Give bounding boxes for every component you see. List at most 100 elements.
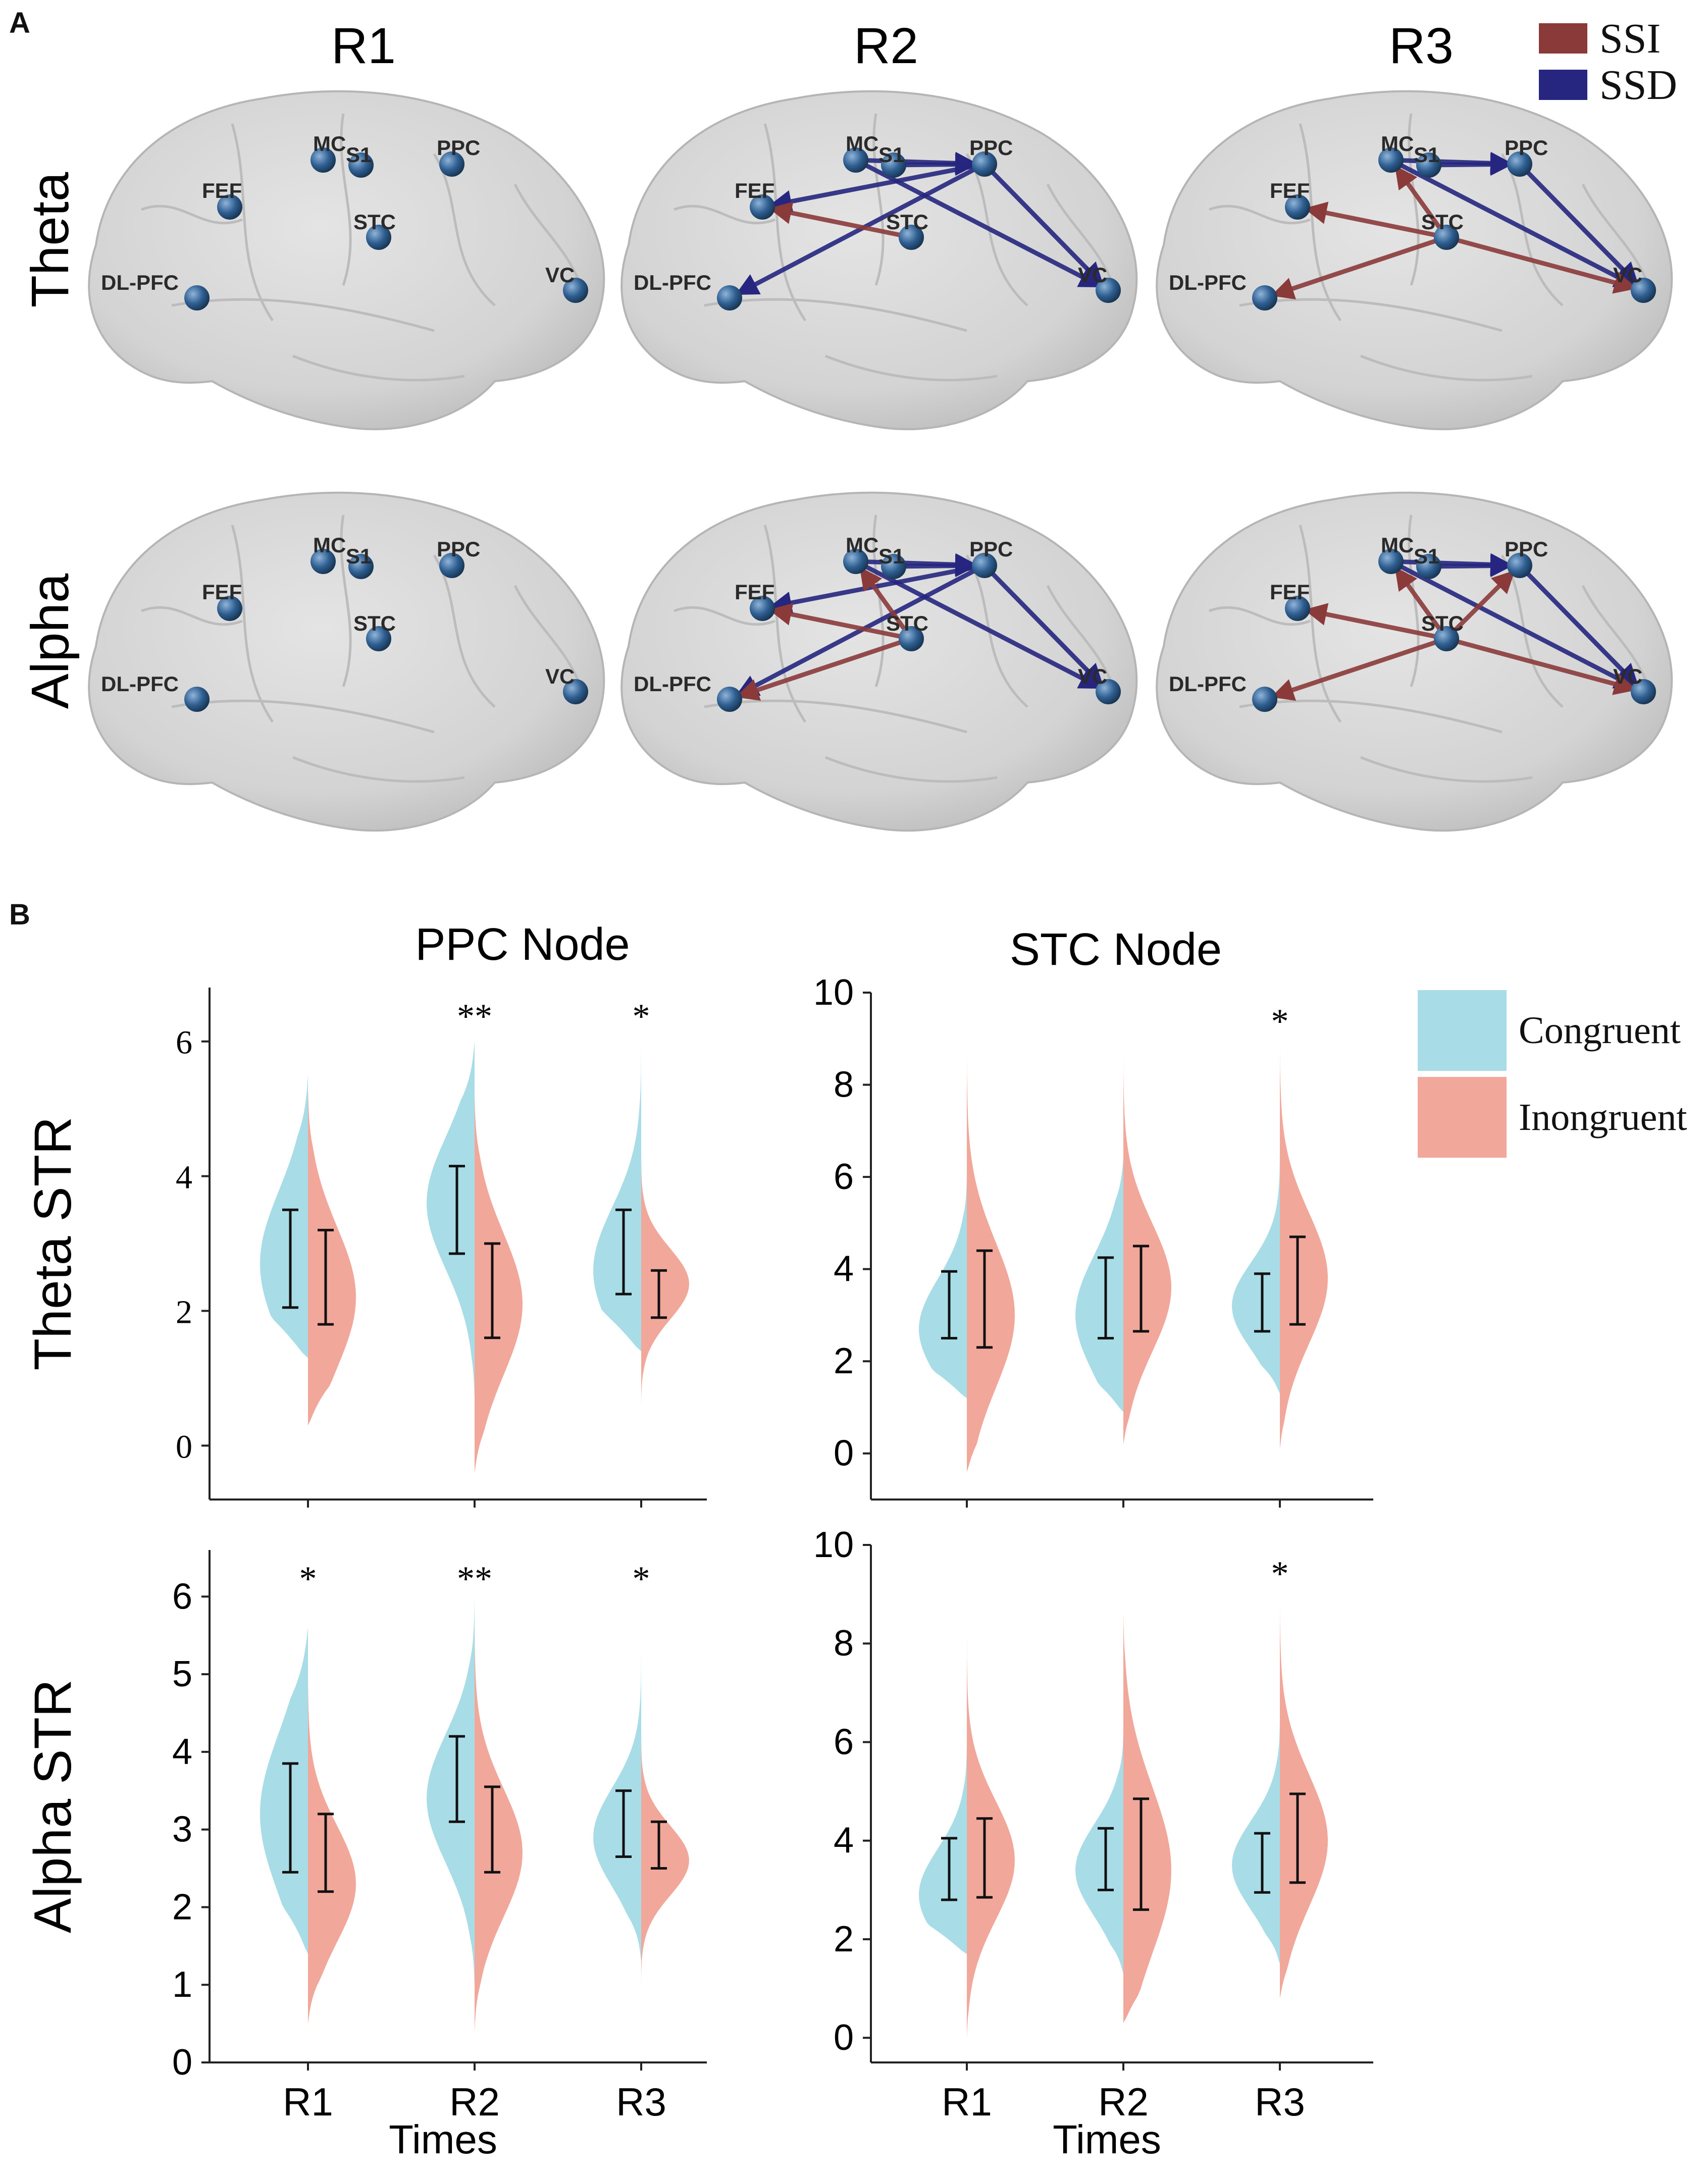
violin-congruent-r1 <box>919 1177 967 1399</box>
node-s1 <box>881 554 906 579</box>
legend-item-ssd: SSD <box>1539 62 1677 109</box>
errorbar-congruent-r2 <box>1098 1256 1114 1340</box>
y-axis-label: Theta STR <box>24 1117 82 1371</box>
node-label-dl-pfc: DL-PFC <box>101 672 179 696</box>
y-tick-label: 5 <box>172 1654 192 1694</box>
significance-marker-r3: * <box>633 1560 650 1598</box>
brain-alpha-r3: MC S1 PPC FEF STC VC DL-PFC <box>1156 491 1673 832</box>
column-title-r2: R2 <box>854 18 918 74</box>
y-tick-label: 4 <box>834 1249 854 1289</box>
node-dl-pfc <box>1252 285 1277 311</box>
y-tick-label: 2 <box>834 1341 854 1381</box>
row-label-theta: Theta <box>21 172 80 307</box>
edge-ssd-mc-vc <box>862 162 1103 288</box>
errorbar-incongruent-r2 <box>1133 1245 1149 1333</box>
node-label-fef: FEF <box>202 179 242 202</box>
brain-sulcus <box>1360 756 1533 783</box>
node-mc <box>310 147 336 173</box>
node-label-s1: S1 <box>1414 143 1439 167</box>
node-ppc <box>1507 151 1532 177</box>
y-tick-label: 10 <box>813 1525 854 1565</box>
errorbar-incongruent-r2 <box>484 1242 500 1339</box>
brain-sulcus <box>1299 123 1342 322</box>
node-label-s1: S1 <box>346 544 372 568</box>
edge-ssi-stc-fef <box>1304 201 1438 238</box>
brain-theta-r3: MC S1 PPC FEF STC VC DL-PFC <box>1156 90 1673 431</box>
node-ppc <box>1507 553 1532 578</box>
node-fef <box>1285 194 1310 220</box>
node-mc <box>843 549 868 574</box>
edge-ssd-mc-vc <box>1398 162 1638 288</box>
brain-sulcus <box>292 756 465 783</box>
errorbar-congruent-r2 <box>1098 1827 1114 1891</box>
y-tick-label: 3 <box>172 1810 192 1850</box>
node-label-vc: VC <box>545 664 575 688</box>
node-dl-pfc <box>184 285 210 311</box>
brain-outline <box>88 491 605 832</box>
x-tick-label-r2: R2 <box>1098 2080 1149 2124</box>
brain-outline <box>88 90 605 431</box>
node-dl-pfc <box>184 687 210 712</box>
node-ppc <box>439 553 464 578</box>
node-label-stc: STC <box>886 210 928 234</box>
y-tick-label: 4 <box>176 1159 192 1196</box>
brain-theta-r2: MC S1 PPC FEF STC VC DL-PFC <box>620 90 1138 431</box>
edge-ssd-ppc-fef <box>768 163 976 213</box>
node-label-ppc: PPC <box>969 537 1013 561</box>
node-label-mc: MC <box>846 132 878 156</box>
violin-incongruent-r3 <box>1280 1048 1328 1449</box>
node-mc <box>310 549 336 574</box>
node-mc <box>1378 147 1404 173</box>
errorbar-incongruent-r3 <box>651 1269 667 1319</box>
chart-stc-alpha: 0 2 4 6 8 10 R1 R2 R3 Times * <box>813 1525 1373 2162</box>
violin-incongruent-r2 <box>1123 1057 1171 1444</box>
brain-sulcus <box>872 514 885 687</box>
edge-ssd-s1-ppc <box>1437 153 1514 176</box>
brain-outline <box>1156 90 1673 431</box>
errorbar-congruent-r3 <box>615 1208 632 1296</box>
node-fef <box>217 596 242 621</box>
errorbar-incongruent-r3 <box>1289 1235 1306 1326</box>
node-fef <box>750 596 775 621</box>
y-tick-label: 6 <box>176 1024 192 1061</box>
node-dl-pfc <box>717 285 742 311</box>
node-vc <box>563 278 588 303</box>
edge-ssi-stc-fef <box>768 603 903 639</box>
errorbar-incongruent-r1 <box>976 1817 993 1899</box>
brain-sulcus <box>141 606 243 626</box>
y-tick-label: 10 <box>813 972 854 1013</box>
node-s1 <box>348 554 374 579</box>
node-fef <box>750 194 775 220</box>
node-dl-pfc <box>1252 687 1277 712</box>
y-tick-label: 0 <box>172 2042 192 2083</box>
errorbar-congruent-r3 <box>615 1789 632 1858</box>
brain-sulcus <box>872 113 885 286</box>
brain-sulcus <box>825 354 998 382</box>
node-label-ppc: PPC <box>437 537 480 561</box>
node-s1 <box>1416 554 1441 579</box>
errorbar-congruent-r2 <box>449 1165 465 1255</box>
edge-ssd-ppc-vc <box>989 570 1104 687</box>
node-label-stc: STC <box>1421 210 1464 234</box>
node-label-mc: MC <box>1381 132 1414 156</box>
x-axis-label: Times <box>389 2117 497 2162</box>
column-title-r1: R1 <box>331 18 396 74</box>
node-label-fef: FEF <box>735 580 774 604</box>
node-label-ppc: PPC <box>969 136 1013 160</box>
brain-sulcus <box>1209 204 1311 225</box>
significance-marker-r1: * <box>299 1560 317 1598</box>
x-tick-label-r1: R1 <box>942 2080 992 2124</box>
legend-label-incongruent: Inongruent <box>1519 1096 1687 1139</box>
y-tick-label: 6 <box>172 1576 192 1617</box>
brain-theta-r1: MC S1 PPC FEF STC VC DL-PFC <box>88 90 605 431</box>
x-tick-label-r1: R1 <box>283 2080 333 2124</box>
legend-swatch-incongruent <box>1418 1077 1507 1158</box>
brain-sulcus <box>513 585 582 687</box>
errorbar-incongruent-r1 <box>318 1813 334 1893</box>
panel-label-b: B <box>9 898 30 931</box>
brain-sulcus <box>433 153 496 306</box>
node-label-vc: VC <box>1078 664 1107 688</box>
node-label-ppc: PPC <box>1505 537 1548 561</box>
